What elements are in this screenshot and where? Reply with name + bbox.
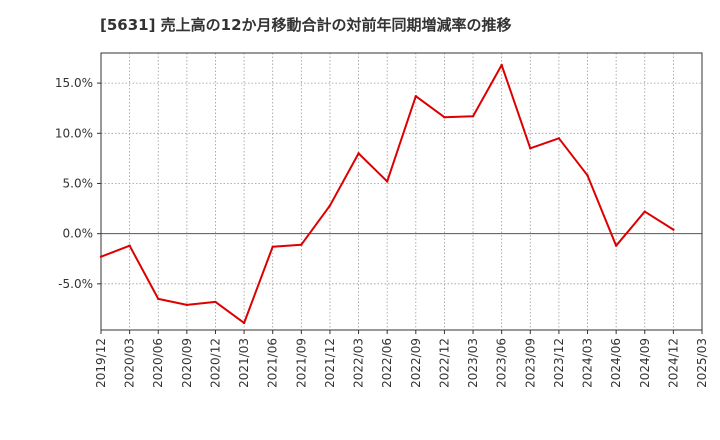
x-tick-label: 2023/06	[495, 338, 509, 388]
data-point	[672, 228, 675, 231]
x-tick-label: 2024/03	[581, 338, 595, 388]
data-point	[500, 63, 503, 67]
data-point	[157, 297, 160, 301]
x-tick-label: 2022/03	[352, 338, 366, 388]
data-point	[328, 204, 332, 207]
data-point	[586, 174, 589, 177]
x-tick-label: 2021/03	[237, 338, 251, 388]
x-tick-label: 2021/12	[323, 338, 337, 388]
x-tick-label: 2020/03	[123, 338, 137, 388]
data-point	[557, 137, 561, 140]
data-point	[185, 303, 189, 307]
data-point	[242, 321, 246, 325]
y-tick-label: 15.0%	[55, 76, 93, 90]
data-point	[128, 244, 131, 247]
axis-layer	[97, 52, 703, 334]
series-layer	[99, 63, 675, 325]
x-tick-label: 2023/03	[466, 338, 480, 388]
x-tick-label: 2022/12	[437, 338, 451, 388]
x-tick-label: 2024/09	[638, 338, 652, 388]
x-tick-label: 2021/09	[294, 338, 308, 388]
data-point	[529, 147, 532, 150]
data-point	[357, 152, 360, 155]
x-tick-label: 2024/06	[609, 338, 623, 388]
x-tick-label: 2022/06	[380, 338, 394, 388]
x-tick-label: 2020/12	[208, 338, 222, 388]
chart-title: [5631] 売上高の12か月移動合計の対前年同期増減率の推移	[100, 16, 512, 34]
data-point	[414, 94, 418, 98]
data-point	[614, 244, 618, 247]
x-tick-label: 2023/12	[552, 338, 566, 388]
data-point	[385, 180, 389, 183]
data-point	[214, 300, 217, 304]
y-tick-label: 0.0%	[63, 227, 94, 241]
data-point	[643, 210, 646, 213]
data-point	[300, 243, 303, 246]
x-tick-label: 2021/06	[266, 338, 280, 388]
x-tick-label: 2020/09	[180, 338, 194, 388]
x-tick-label: 2020/06	[151, 338, 165, 388]
y-tick-label: -5.0%	[58, 277, 93, 291]
data-point	[99, 255, 103, 258]
x-tick-label: 2022/09	[409, 338, 423, 388]
label-layer: -5.0% 0.0% 5.0% 10.0% 15.0% 2019/12 2020/03 202…	[55, 76, 709, 388]
x-tick-label: 2024/12	[666, 338, 680, 388]
plot-frame	[100, 52, 703, 331]
x-tick-label: 2025/03	[695, 338, 709, 388]
y-tick-label: 5.0%	[63, 176, 94, 190]
data-point	[443, 116, 446, 119]
data-point	[471, 115, 475, 118]
grid-layer	[101, 53, 702, 330]
data-point	[271, 245, 274, 248]
x-tick-label: 2019/12	[94, 338, 108, 388]
x-tick-label: 2023/09	[523, 338, 537, 388]
y-tick-label: 10.0%	[55, 126, 93, 140]
